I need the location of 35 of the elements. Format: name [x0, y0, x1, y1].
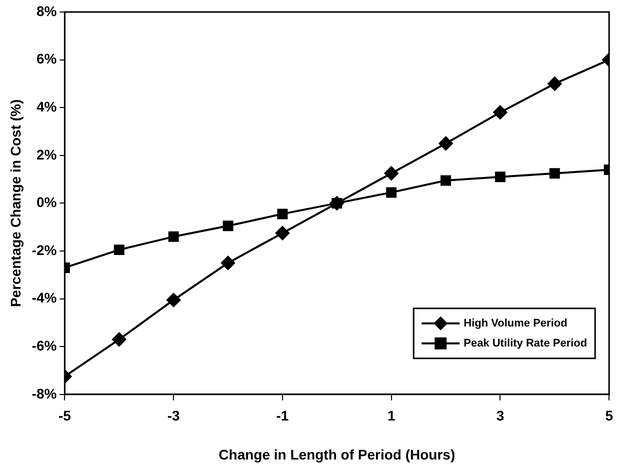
- y-tick-label: -2%: [32, 242, 58, 258]
- x-tick-label: 3: [496, 408, 504, 424]
- y-axis-title: Percentage Change in Cost (%): [7, 99, 24, 308]
- x-tick-label: 5: [605, 408, 614, 424]
- legend-label: High Volume Period: [464, 317, 568, 330]
- point: [112, 332, 126, 346]
- legend-label: Peak Utility Rate Period: [464, 337, 588, 350]
- x-axis-title: Change in Length of Period (Hours): [218, 446, 456, 462]
- x-tick-label: 1: [387, 408, 396, 424]
- y-tick-label: 2%: [36, 146, 58, 162]
- point: [493, 105, 508, 120]
- x-tick-label: -3: [167, 408, 180, 424]
- y-tick-label: 4%: [36, 98, 58, 114]
- point: [440, 175, 452, 186]
- y-tick-label: 0%: [36, 194, 58, 210]
- point: [548, 76, 562, 91]
- point: [222, 220, 234, 232]
- point: [494, 172, 506, 182]
- y-tick-label: -6%: [32, 337, 58, 354]
- point: [221, 256, 236, 270]
- y-tick-label: -8%: [32, 385, 58, 402]
- y-tick-label: 8%: [36, 2, 58, 19]
- point: [275, 226, 290, 240]
- x-tick-label: -1: [276, 408, 289, 424]
- x-tick-label: -5: [58, 408, 72, 424]
- point: [166, 292, 181, 307]
- point: [384, 166, 398, 180]
- point: [114, 244, 124, 256]
- point: [386, 187, 397, 198]
- point: [549, 168, 560, 179]
- point: [168, 231, 179, 242]
- y-tick-label: 6%: [36, 50, 58, 67]
- point: [277, 208, 288, 220]
- point: [438, 136, 453, 150]
- y-tick-label: -4%: [32, 290, 58, 306]
